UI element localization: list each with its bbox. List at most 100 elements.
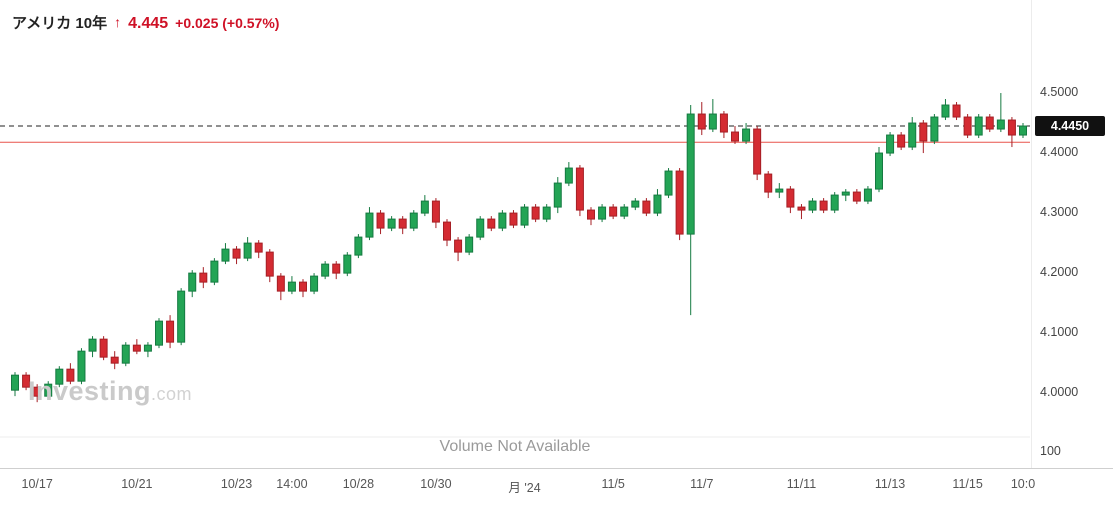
candle bbox=[1007, 119, 1016, 136]
candle bbox=[420, 200, 429, 214]
candle bbox=[465, 236, 474, 253]
price-axis[interactable]: 4.4450 100 4.5000 4.4000 4.3000 4.2000 4.100… bbox=[1031, 0, 1113, 468]
candle bbox=[719, 113, 728, 133]
candle bbox=[875, 152, 883, 190]
candle bbox=[55, 368, 64, 385]
candle bbox=[886, 134, 895, 154]
investing-logo-text: Investing bbox=[28, 376, 152, 406]
candle bbox=[321, 263, 330, 277]
volume-axis-label: 100 bbox=[1040, 444, 1061, 458]
y-axis-label: 4.0000 bbox=[1040, 385, 1079, 400]
candle bbox=[996, 119, 1005, 130]
candle bbox=[188, 272, 197, 292]
y-axis-label: 4.2000 bbox=[1040, 265, 1079, 280]
candle bbox=[498, 212, 507, 229]
candle bbox=[819, 200, 828, 211]
candle bbox=[742, 128, 751, 142]
candle bbox=[642, 200, 651, 214]
x-axis-label: 月 '24 bbox=[508, 481, 541, 495]
candle bbox=[952, 104, 961, 118]
candle bbox=[199, 272, 208, 283]
x-axis-label: 10/30 bbox=[420, 477, 452, 491]
candle bbox=[531, 206, 540, 220]
time-axis[interactable]: 10/17 10/21 10/23 14:00 10/28 10/30 月 '24 11/5 1… bbox=[0, 468, 1113, 514]
candle bbox=[509, 212, 518, 226]
candle bbox=[664, 170, 673, 196]
candle bbox=[686, 113, 695, 235]
candle bbox=[387, 218, 396, 229]
candle bbox=[930, 116, 939, 142]
candle bbox=[343, 254, 352, 274]
candle bbox=[575, 167, 584, 211]
candle bbox=[731, 131, 739, 142]
candle bbox=[753, 128, 762, 175]
candle bbox=[797, 206, 806, 211]
candle bbox=[598, 206, 607, 220]
candle bbox=[476, 218, 485, 238]
candle bbox=[786, 188, 795, 208]
investing-logo-tld: .com bbox=[151, 384, 193, 404]
volume-not-available-text: Volume Not Available bbox=[439, 438, 591, 455]
candle bbox=[487, 218, 496, 229]
candle bbox=[764, 173, 773, 193]
x-axis-label: 10:0 bbox=[1010, 477, 1036, 491]
candle bbox=[919, 122, 928, 142]
price-change: +0.025 (+0.57%) bbox=[175, 15, 280, 31]
candle bbox=[852, 191, 861, 202]
candle bbox=[110, 356, 119, 364]
candle bbox=[265, 251, 274, 277]
x-axis-label: 11/5 bbox=[601, 477, 625, 491]
candle bbox=[985, 116, 994, 130]
candle bbox=[376, 212, 385, 229]
x-axis-label: 10/21 bbox=[121, 477, 153, 491]
candle bbox=[11, 374, 19, 391]
candle bbox=[299, 281, 307, 292]
candle bbox=[365, 212, 374, 238]
candle bbox=[66, 368, 75, 382]
candle bbox=[963, 116, 972, 136]
candle bbox=[88, 338, 97, 352]
x-axis-label: 14:00 bbox=[276, 477, 308, 491]
candle bbox=[1019, 125, 1027, 136]
candle bbox=[354, 236, 363, 256]
instrument-header: アメリカ 10年 ↑ 4.445 +0.025 (+0.57%) bbox=[12, 12, 279, 33]
instrument-title: アメリカ 10年 bbox=[12, 15, 108, 32]
candle bbox=[243, 242, 252, 259]
candle bbox=[841, 191, 850, 196]
chart-canvas[interactable]: Investing.com Volume Not Available bbox=[0, 0, 1030, 468]
candle bbox=[863, 188, 872, 202]
candle bbox=[254, 242, 263, 253]
candle bbox=[520, 206, 529, 226]
candle bbox=[221, 248, 230, 262]
candle bbox=[121, 344, 130, 364]
candle bbox=[332, 263, 341, 274]
candle bbox=[454, 239, 463, 253]
x-axis-label: 10/23 bbox=[220, 477, 253, 491]
x-axis-label: 10/28 bbox=[342, 477, 375, 491]
candle bbox=[697, 113, 706, 130]
candle bbox=[974, 116, 983, 136]
up-arrow-icon: ↑ bbox=[114, 14, 122, 30]
candle bbox=[166, 320, 175, 343]
candle bbox=[177, 290, 186, 343]
y-axis-label: 4.3000 bbox=[1040, 205, 1079, 220]
candle bbox=[631, 200, 640, 208]
candle bbox=[132, 344, 141, 352]
candle bbox=[542, 206, 551, 220]
candle bbox=[287, 281, 296, 292]
x-axis-label: 11/13 bbox=[874, 477, 906, 491]
candle bbox=[830, 194, 839, 211]
candle bbox=[443, 221, 451, 241]
y-axis-label: 4.5000 bbox=[1040, 85, 1079, 100]
y-axis-label: 4.1000 bbox=[1040, 325, 1079, 340]
candle bbox=[77, 350, 86, 382]
candle bbox=[22, 374, 31, 388]
candle bbox=[553, 182, 562, 208]
candle bbox=[653, 194, 662, 214]
investing-logo: Investing.com bbox=[28, 376, 192, 407]
candle bbox=[33, 386, 42, 397]
candle bbox=[310, 275, 319, 292]
candle bbox=[155, 320, 163, 346]
candlestick-plot[interactable] bbox=[0, 0, 1030, 468]
candle bbox=[587, 209, 595, 220]
